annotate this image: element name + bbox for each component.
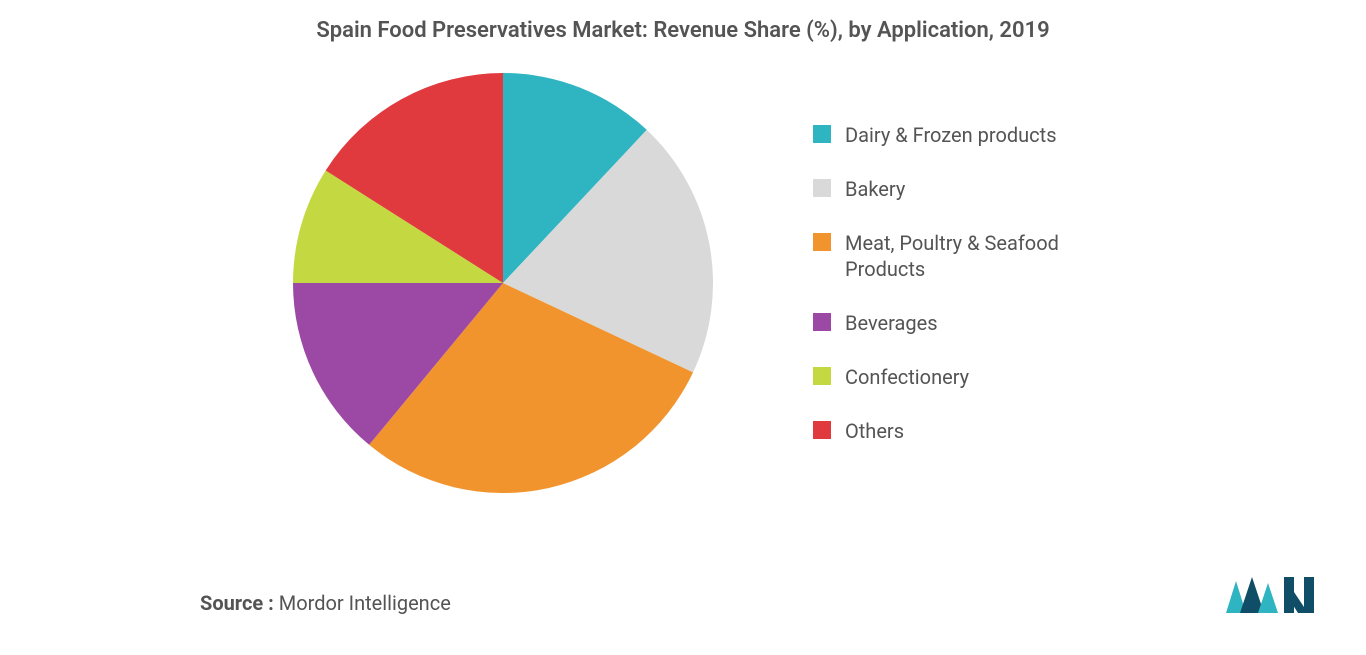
brand-logo	[1226, 571, 1316, 625]
chart-legend: Dairy & Frozen products Bakery Meat, Poult…	[813, 122, 1073, 444]
legend-item: Confectionery	[813, 364, 1073, 390]
legend-label: Meat, Poultry & Seafood Products	[845, 230, 1065, 282]
legend-label: Confectionery	[845, 364, 969, 390]
legend-item: Bakery	[813, 176, 1073, 202]
legend-swatch	[813, 179, 831, 197]
chart-area: Dairy & Frozen products Bakery Meat, Poult…	[0, 73, 1366, 493]
legend-swatch	[813, 233, 831, 251]
source-value: Mordor Intelligence	[274, 591, 451, 615]
legend-swatch	[813, 421, 831, 439]
legend-item: Dairy & Frozen products	[813, 122, 1073, 148]
legend-label: Beverages	[845, 310, 938, 336]
chart-title: Spain Food Preservatives Market: Revenue…	[0, 0, 1366, 53]
source-line: Source : Mordor Intelligence	[200, 591, 451, 615]
source-label: Source :	[200, 591, 274, 615]
legend-item: Others	[813, 418, 1073, 444]
legend-swatch	[813, 313, 831, 331]
legend-swatch	[813, 125, 831, 143]
pie-chart	[293, 73, 713, 493]
legend-item: Meat, Poultry & Seafood Products	[813, 230, 1073, 282]
legend-label: Others	[845, 418, 904, 444]
legend-label: Bakery	[845, 176, 905, 202]
legend-swatch	[813, 367, 831, 385]
legend-item: Beverages	[813, 310, 1073, 336]
legend-label: Dairy & Frozen products	[845, 122, 1057, 148]
